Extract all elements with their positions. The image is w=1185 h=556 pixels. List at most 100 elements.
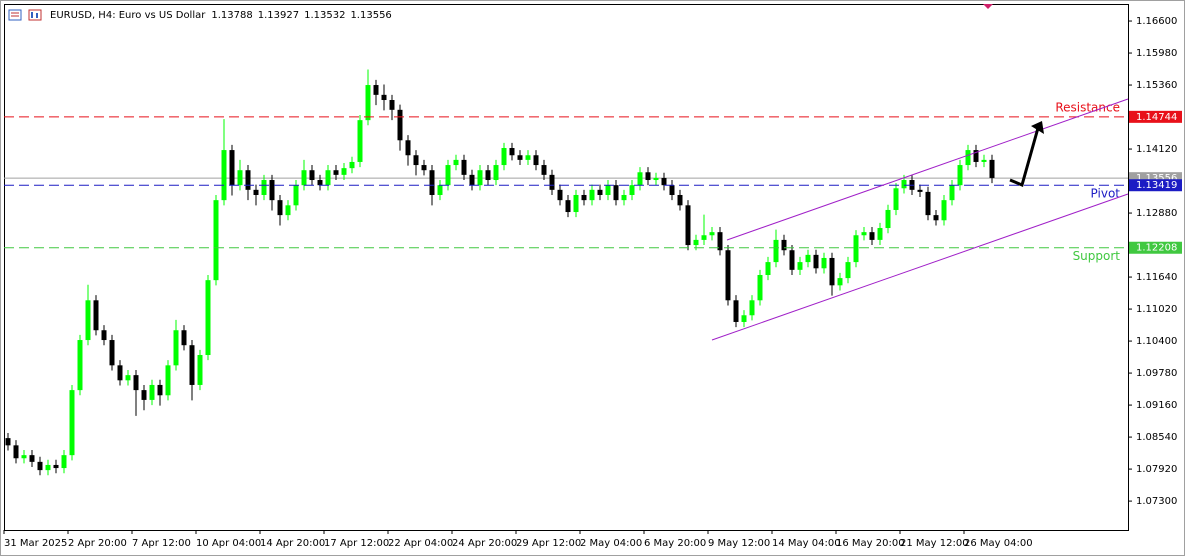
candle-body [821, 257, 827, 269]
candle-body [317, 180, 323, 186]
candle-body [957, 165, 963, 186]
candle-body [637, 172, 643, 186]
candle-body [461, 159, 467, 175]
candle-body [869, 232, 875, 240]
candle-body [37, 461, 43, 471]
x-tick-label: 31 Mar 2025 [4, 538, 67, 549]
candle-body [413, 155, 419, 166]
level-value-label: 1.12208 [1136, 243, 1177, 254]
y-tick-label: 1.07300 [1136, 496, 1177, 507]
candle-body [901, 180, 907, 189]
candle-body [93, 300, 99, 331]
candle-body [885, 209, 891, 229]
candle-body [101, 330, 107, 341]
candle-body [493, 165, 499, 181]
candle-body [597, 189, 603, 195]
candle-body [517, 155, 523, 160]
candle-body [373, 85, 379, 95]
header-icons [8, 9, 42, 21]
candle-body [965, 150, 971, 166]
x-tick-label: 22 Apr 04:00 [388, 538, 453, 549]
x-tick-label: 2 Apr 20:00 [68, 538, 127, 549]
level-name: Pivot [1091, 187, 1121, 201]
x-tick-label: 9 May 12:00 [708, 538, 770, 549]
candle-body [485, 170, 491, 181]
candle-body [325, 170, 331, 186]
candle-body [277, 200, 283, 216]
candle-body [701, 235, 707, 240]
x-tick-label: 16 May 20:00 [836, 538, 905, 549]
candle-body [829, 257, 835, 286]
candle-body [173, 330, 179, 366]
candle-body [429, 170, 435, 195]
candle-body [933, 215, 939, 221]
header-value: 1.13927 [258, 10, 299, 21]
candle-body [341, 168, 347, 175]
candle-body [117, 365, 123, 381]
candle-body [613, 185, 619, 201]
candle-body [757, 275, 763, 301]
candle-body [845, 262, 851, 279]
candle-body [477, 170, 483, 186]
candle-body [165, 365, 171, 396]
candle-body [133, 375, 139, 391]
candle-body [237, 170, 243, 186]
candle-body [837, 278, 843, 286]
candle-body [557, 189, 563, 201]
candle-body [109, 340, 115, 366]
y-tick-label: 1.07920 [1136, 464, 1177, 475]
candle-body [693, 239, 699, 246]
level-label-box [1129, 110, 1182, 123]
candle-body [189, 345, 195, 385]
candle-body [69, 390, 75, 456]
candle-body [973, 150, 979, 162]
candle-body [245, 170, 251, 190]
x-tick-label: 29 Apr 12:00 [516, 538, 581, 549]
channel-upper [726, 98, 1129, 241]
candle-body [773, 239, 779, 263]
candle-body [645, 172, 651, 181]
x-tick-label: 14 Apr 20:00 [260, 538, 325, 549]
y-tick-label: 1.16600 [1136, 16, 1177, 27]
candle-body [5, 438, 11, 446]
candle-body [781, 239, 787, 251]
candle-body [389, 100, 395, 110]
candle-body [861, 232, 867, 236]
y-tick-label: 1.11640 [1136, 272, 1177, 283]
candle-body [445, 165, 451, 186]
candle-body [349, 161, 355, 169]
candle-body [589, 189, 595, 201]
icon [28, 9, 42, 21]
candle-body [453, 159, 459, 166]
candle-body [421, 165, 427, 171]
y-tick-label: 1.15980 [1136, 48, 1177, 59]
candle-body [573, 194, 579, 213]
header-value: 1.13556 [350, 10, 391, 21]
x-tick-label: 14 May 04:00 [772, 538, 841, 549]
candle-body [77, 340, 83, 391]
candle-body [141, 390, 147, 400]
x-tick-label: 7 Apr 12:00 [132, 538, 191, 549]
candle-body [797, 262, 803, 270]
icon [8, 9, 22, 21]
channel-lower [711, 193, 1129, 341]
candle-body [549, 174, 555, 190]
candle-body [925, 191, 931, 216]
x-tick-label: 21 May 12:00 [900, 538, 969, 549]
candle-body [149, 384, 155, 400]
plot-frame [4, 4, 1129, 531]
y-tick-label: 1.12880 [1136, 208, 1177, 219]
candle-body [293, 185, 299, 206]
candle-body [605, 185, 611, 195]
candle-body [397, 109, 403, 141]
candle-body [941, 200, 947, 221]
candle-body [197, 355, 203, 385]
candle-body [269, 180, 275, 201]
candle-body [309, 170, 315, 181]
candle-body [221, 150, 227, 201]
level-label-box [1129, 179, 1182, 192]
header-value: 1.13532 [304, 10, 345, 21]
candle-body [893, 188, 899, 210]
